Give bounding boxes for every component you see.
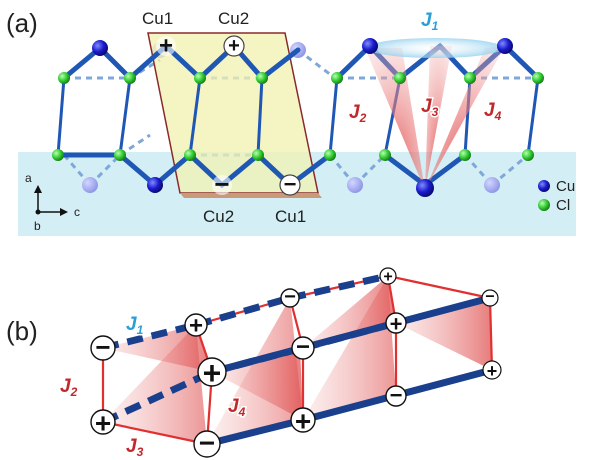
spin-node-minus: −: [193, 428, 221, 459]
svg-text:−: −: [199, 428, 215, 459]
legend-cu-swatch: [538, 180, 550, 192]
spin-node-minus: −: [90, 332, 116, 362]
j2-label-b: J2: [60, 376, 78, 399]
spin-minus-cu2-bottom: −: [212, 169, 232, 199]
panel-label-a: (a): [6, 8, 38, 38]
cu-atoms: [92, 38, 513, 197]
cl-atoms: [52, 72, 544, 161]
svg-text:−: −: [214, 169, 229, 199]
legend-cu-label: Cu: [556, 178, 575, 195]
spin-node-minus: −: [481, 289, 499, 307]
j4-label-a: J4: [484, 100, 502, 123]
svg-text:+: +: [295, 406, 311, 437]
svg-text:−: −: [390, 383, 403, 408]
svg-text:+: +: [95, 408, 111, 439]
svg-text:+: +: [228, 35, 240, 57]
site-label-cu1-top: Cu1: [142, 9, 173, 28]
j3-label-a: J3: [421, 96, 439, 119]
axis-label-b: b: [34, 219, 41, 233]
spin-node-minus: −: [280, 286, 300, 308]
j2-label-a: J2: [349, 102, 367, 125]
svg-text:+: +: [203, 355, 222, 391]
spin-node-plus: +: [385, 312, 407, 337]
axes-indicator: a c b: [25, 171, 80, 233]
legend: Cu Cl: [538, 178, 575, 214]
j4-label-b: J4: [228, 396, 246, 419]
spin-node-plus: +: [290, 406, 316, 437]
svg-text:+: +: [390, 312, 403, 337]
spin-node-minus: −: [291, 334, 315, 361]
coupling-cones: [365, 38, 505, 190]
j3-label-b: J3: [126, 436, 144, 459]
svg-text:+: +: [487, 361, 498, 381]
svg-text:−: −: [284, 172, 297, 197]
svg-text:−: −: [296, 334, 310, 361]
svg-text:+: +: [383, 269, 392, 286]
legend-cl-label: Cl: [556, 197, 570, 214]
spin-node-plus: +: [197, 355, 227, 391]
site-label-cu2-top: Cu2: [218, 9, 249, 28]
spin-node-plus: +: [90, 408, 116, 439]
j1-label-b: J1: [126, 314, 144, 337]
spin-minus-cu1-bottom: −: [279, 172, 301, 197]
site-label-cu2-bottom: Cu2: [203, 207, 234, 226]
axis-label-c: c: [74, 205, 80, 219]
svg-text:+: +: [159, 33, 173, 60]
svg-text:−: −: [284, 286, 296, 308]
chain-bonds-vertical: [56, 77, 540, 156]
spin-node-minus: −: [385, 383, 407, 408]
spin-plus-cu1-top: +: [156, 33, 176, 60]
j1-label-a: J1: [421, 10, 439, 33]
spin-node-plus: +: [482, 360, 502, 381]
unit-cell-edge: [180, 193, 322, 198]
spin-nodes-b: − + + + − − − +: [90, 267, 502, 459]
j1-disc: [367, 38, 503, 58]
panel-label-b: (b): [6, 316, 38, 346]
svg-text:−: −: [95, 332, 110, 362]
spin-node-plus: +: [379, 267, 397, 286]
axis-label-a: a: [25, 171, 32, 185]
spin-plus-cu2-top: +: [223, 35, 245, 57]
coupling-triangles: [103, 276, 492, 444]
site-label-cu1-bottom: Cu1: [275, 207, 306, 226]
spin-node-plus: +: [184, 313, 208, 340]
legend-cl-swatch: [538, 199, 550, 211]
svg-text:−: −: [485, 289, 494, 306]
svg-text:+: +: [189, 313, 203, 340]
